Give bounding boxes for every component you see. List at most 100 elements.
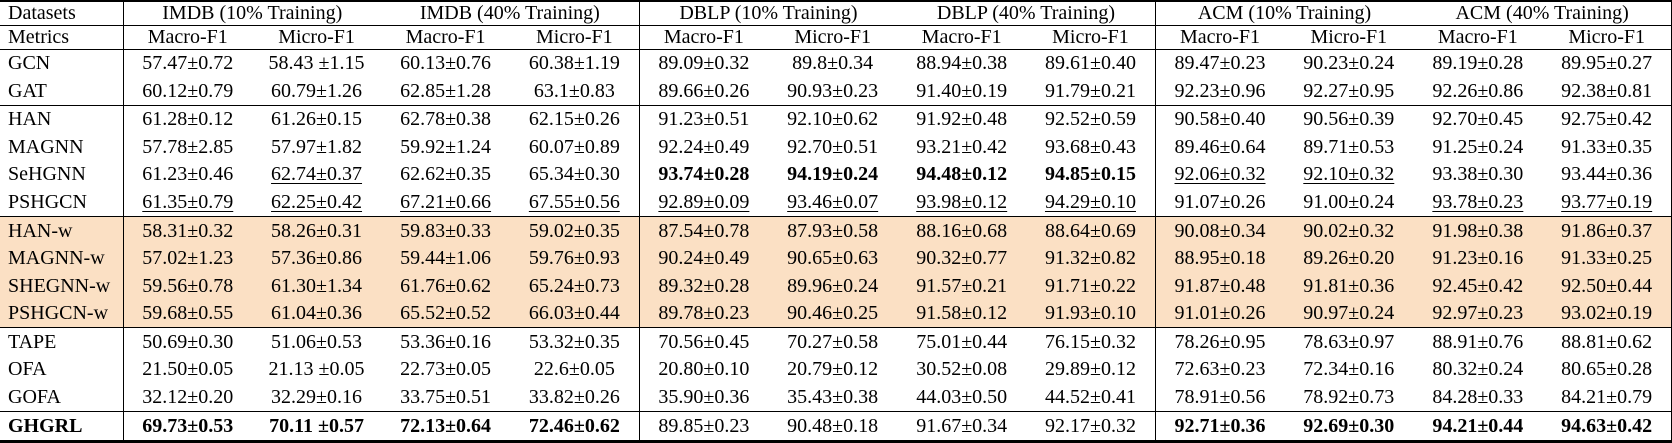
metric-value-cell: 94.85±0.15 xyxy=(1026,161,1156,189)
metric-value-cell: 58.26±0.31 xyxy=(252,216,382,245)
metric-value-cell: 90.24±0.49 xyxy=(639,244,769,273)
metric-value-cell: 89.61±0.40 xyxy=(1026,49,1156,78)
metric-value-cell: 91.81±0.36 xyxy=(1284,272,1414,300)
metric-value-cell: 57.78±2.85 xyxy=(142,135,234,158)
metric-value-cell: 76.15±0.32 xyxy=(1026,327,1156,356)
metric-value-cell: 90.58±0.40 xyxy=(1174,108,1266,131)
table-row: GHGRL 69.73±0.53 70.11 ±0.57 72.13±0.64 72.4… xyxy=(0,411,1672,442)
metric-value-cell: 93.38±0.30 xyxy=(1432,163,1524,186)
metric-value-cell: 29.89±0.12 xyxy=(1026,355,1156,384)
metric-value-cell: 93.68±0.43 xyxy=(1026,133,1156,162)
metric-value-cell: 20.80±0.10 xyxy=(658,358,750,381)
metric-value-cell: 92.45±0.42 xyxy=(1413,272,1543,300)
metric-value-cell: 92.97±0.23 xyxy=(1413,299,1543,329)
metric-value-cell: 59.76±0.93 xyxy=(510,244,640,273)
metric-value-cell: 35.43±0.38 xyxy=(768,383,898,413)
metric-value-cell: 90.02±0.32 xyxy=(1284,216,1414,245)
metric-value-cell: 90.97±0.24 xyxy=(1284,299,1414,329)
metric-value-cell: 92.89±0.09 xyxy=(639,188,769,218)
metric-value-cell: 90.08±0.34 xyxy=(1155,216,1285,245)
metric-column-header: Macro-F1 xyxy=(1413,25,1543,50)
metric-value-cell: 92.17±0.32 xyxy=(1026,411,1156,442)
metric-value-cell: 78.91±0.56 xyxy=(1155,383,1285,413)
metric-value-cell: 90.48±0.18 xyxy=(787,414,879,437)
metric-value-cell: 91.07±0.26 xyxy=(1155,188,1285,218)
metric-value-cell: 94.63±0.42 xyxy=(1542,411,1672,442)
metric-column-header: Macro-F1 xyxy=(897,25,1027,50)
metric-value-cell: 94.48±0.12 xyxy=(916,163,1008,186)
metric-value-cell: 92.10±0.62 xyxy=(787,108,879,131)
metric-value-cell: 70.11 ±0.57 xyxy=(269,414,364,437)
dataset-group-header: ACM (10% Training) xyxy=(1155,1,1414,26)
metric-value-cell: 89.85±0.23 xyxy=(658,414,750,437)
metric-value-cell: 22.73±0.05 xyxy=(400,358,492,381)
metric-value-cell: 88.16±0.68 xyxy=(897,216,1027,245)
table-row: TAPE 50.69±0.30 51.06±0.53 53.36±0.16 53.32±… xyxy=(0,327,1672,356)
metric-value-cell: 92.38±0.81 xyxy=(1542,77,1672,107)
metric-value-cell: 60.13±0.76 xyxy=(400,52,492,75)
metric-column-header: Micro-F1 xyxy=(768,25,898,50)
metric-value-cell: 92.75±0.42 xyxy=(1542,105,1672,134)
header-row-datasets: Datasets IMDB (10% Training) IMDB (40% Tra… xyxy=(0,1,1672,26)
model-label: OFA xyxy=(0,355,124,384)
metric-value-cell: 65.52±0.52 xyxy=(381,299,511,329)
metric-column-header: Micro-F1 xyxy=(1542,25,1672,50)
metric-value-cell: 91.23±0.51 xyxy=(658,108,750,131)
metric-value-cell: 92.10±0.32 xyxy=(1303,163,1395,186)
model-label: SeHGNN xyxy=(0,161,124,189)
metric-value-cell: 57.97±1.82 xyxy=(271,135,363,158)
metric-value-cell: 33.82±0.26 xyxy=(510,383,640,413)
metric-value-cell: 91.79±0.21 xyxy=(1026,77,1156,107)
metric-value-cell: 35.90±0.36 xyxy=(639,383,769,413)
model-label: GOFA xyxy=(0,383,124,413)
table-row: GCN 57.47±0.72 58.43 ±1.15 60.13±0.76 60.38±… xyxy=(0,49,1672,78)
dataset-group-header: ACM (40% Training) xyxy=(1413,1,1672,26)
model-label: SHEGNN-w xyxy=(0,272,124,300)
metric-value-cell: 61.35±0.79 xyxy=(123,188,253,218)
metric-value-cell: 91.00±0.24 xyxy=(1284,188,1414,218)
metric-value-cell: 91.67±0.34 xyxy=(916,414,1008,437)
metric-value-cell: 67.55±0.56 xyxy=(510,188,640,218)
metric-value-cell: 70.56±0.45 xyxy=(658,330,750,353)
metric-value-cell: 57.02±1.23 xyxy=(123,244,253,273)
metric-value-cell: 84.21±0.79 xyxy=(1542,383,1672,413)
dataset-group-header: DBLP (10% Training) xyxy=(639,1,898,26)
metric-value-cell: 61.23±0.46 xyxy=(142,163,234,186)
metric-value-cell: 59.83±0.33 xyxy=(381,216,511,245)
metric-value-cell: 91.23±0.16 xyxy=(1413,244,1543,273)
metric-value-cell: 90.65±0.63 xyxy=(768,244,898,273)
metric-value-cell: 89.26±0.20 xyxy=(1284,244,1414,273)
model-label: HAN xyxy=(0,105,124,134)
metric-column-header: Macro-F1 xyxy=(123,25,253,50)
metric-value-cell: 89.32±0.28 xyxy=(639,272,769,300)
metric-value-cell: 61.30±1.34 xyxy=(252,272,382,300)
metric-value-cell: 78.26±0.95 xyxy=(1174,330,1266,353)
metric-value-cell: 21.13 ±0.05 xyxy=(268,358,365,381)
corner-metrics-label: Metrics xyxy=(0,25,124,50)
model-label: PSHGCN-w xyxy=(0,299,124,329)
metric-value-cell: 70.27±0.58 xyxy=(787,330,879,353)
metric-value-cell: 88.95±0.18 xyxy=(1155,244,1285,273)
table-row: HAN 61.28±0.12 61.26±0.15 62.78±0.38 62.15±0… xyxy=(0,105,1672,134)
metric-value-cell: 93.44±0.36 xyxy=(1542,161,1672,189)
metric-value-cell: 75.01±0.44 xyxy=(916,330,1008,353)
metric-value-cell: 91.58±0.12 xyxy=(897,299,1027,329)
metric-value-cell: 30.52±0.08 xyxy=(916,358,1008,381)
metric-value-cell: 92.70±0.51 xyxy=(787,135,879,158)
metric-value-cell: 59.68±0.55 xyxy=(123,299,253,329)
metric-value-cell: 67.21±0.66 xyxy=(381,188,511,218)
dataset-group-header: IMDB (10% Training) xyxy=(123,1,382,26)
metric-value-cell: 62.15±0.26 xyxy=(510,105,640,134)
metric-value-cell: 53.36±0.16 xyxy=(400,330,492,353)
table-row: GAT 60.12±0.79 60.79±1.26 62.85±1.28 63.1±0.… xyxy=(0,77,1672,107)
metric-value-cell: 66.03±0.44 xyxy=(510,299,640,329)
metric-value-cell: 89.8±0.34 xyxy=(792,52,874,75)
metric-value-cell: 62.78±0.38 xyxy=(400,108,492,131)
metric-value-cell: 93.78±0.23 xyxy=(1413,188,1543,218)
table-row: SeHGNN 61.23±0.46 62.74±0.37 62.62±0.35 65.3… xyxy=(0,161,1672,189)
metric-value-cell: 91.71±0.22 xyxy=(1026,272,1156,300)
metric-value-cell: 92.26±0.86 xyxy=(1413,77,1543,107)
metric-value-cell: 91.01±0.26 xyxy=(1155,299,1285,329)
